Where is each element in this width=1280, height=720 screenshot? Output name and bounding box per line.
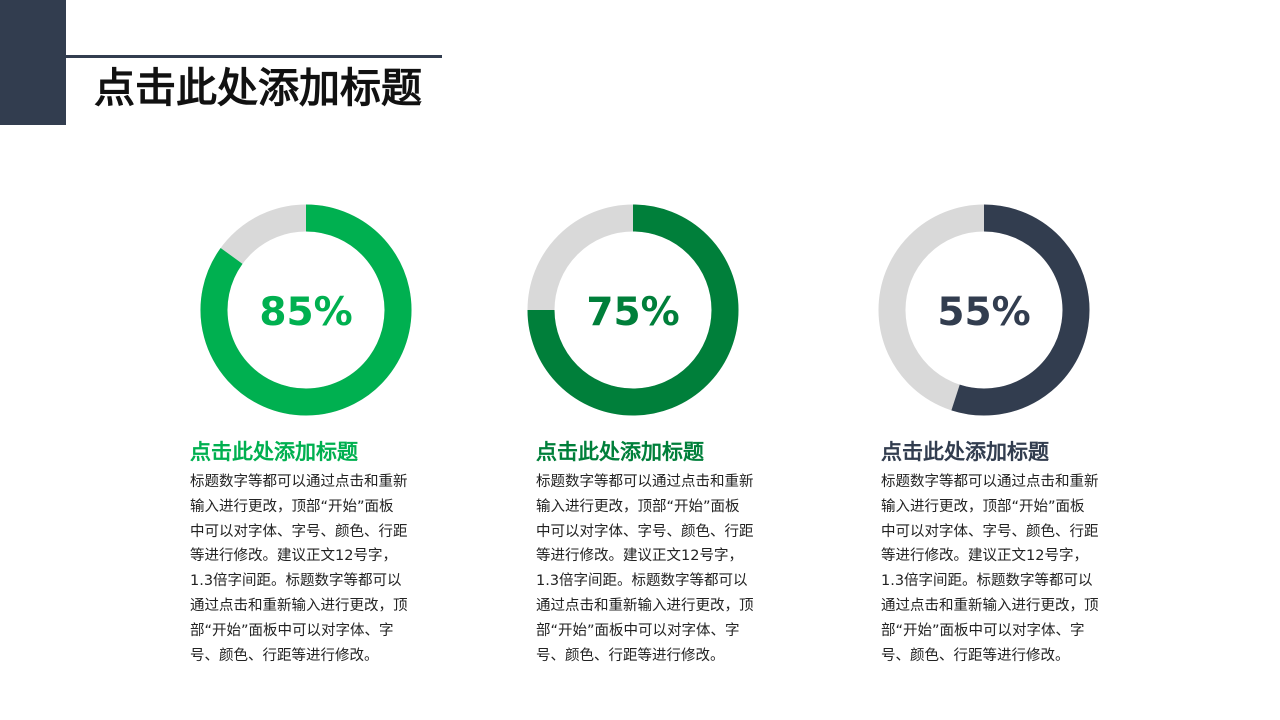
- donut-arc-3: [951, 204, 1090, 416]
- card-heading-2[interactable]: 点击此处添加标题: [536, 440, 704, 464]
- donut-chart-2: 75%: [523, 200, 743, 420]
- donut-svg-1: 85%: [200, 204, 412, 416]
- card-body-3[interactable]: 标题数字等都可以通过点击和重新 输入进行更改，顶部“开始”面板 中可以对字体、字…: [881, 474, 1099, 664]
- donut-svg-2: 75%: [527, 204, 739, 416]
- corner-accent-block: [0, 0, 66, 125]
- card-1: 85% 点击此处添加标题 标题数字等都可以通过点击和重新 输入进行更改，顶部“开…: [190, 200, 450, 680]
- card-body-1[interactable]: 标题数字等都可以通过点击和重新 输入进行更改，顶部“开始”面板 中可以对字体、字…: [190, 474, 408, 664]
- donut-svg-3: 55%: [878, 204, 1090, 416]
- donut-value-label-2: 75%: [586, 290, 679, 335]
- donut-arc-1: [200, 204, 412, 416]
- donut-chart-1: 85%: [196, 200, 416, 420]
- card-2: 75% 点击此处添加标题 标题数字等都可以通过点击和重新 输入进行更改，顶部“开…: [527, 200, 796, 680]
- card-heading-1[interactable]: 点击此处添加标题: [190, 440, 358, 464]
- donut-arc-2: [527, 204, 739, 416]
- donut-chart-3: 55%: [874, 200, 1094, 420]
- title-underline-rule: [66, 55, 442, 58]
- donut-value-label-3: 55%: [937, 290, 1030, 335]
- page-title[interactable]: 点击此处添加标题: [94, 64, 422, 112]
- card-body-2[interactable]: 标题数字等都可以通过点击和重新 输入进行更改，顶部“开始”面板 中可以对字体、字…: [536, 474, 754, 664]
- card-heading-3[interactable]: 点击此处添加标题: [881, 440, 1049, 464]
- donut-value-label-1: 85%: [259, 290, 352, 335]
- card-3: 55% 点击此处添加标题 标题数字等都可以通过点击和重新 输入进行更改，顶部“开…: [878, 200, 1141, 680]
